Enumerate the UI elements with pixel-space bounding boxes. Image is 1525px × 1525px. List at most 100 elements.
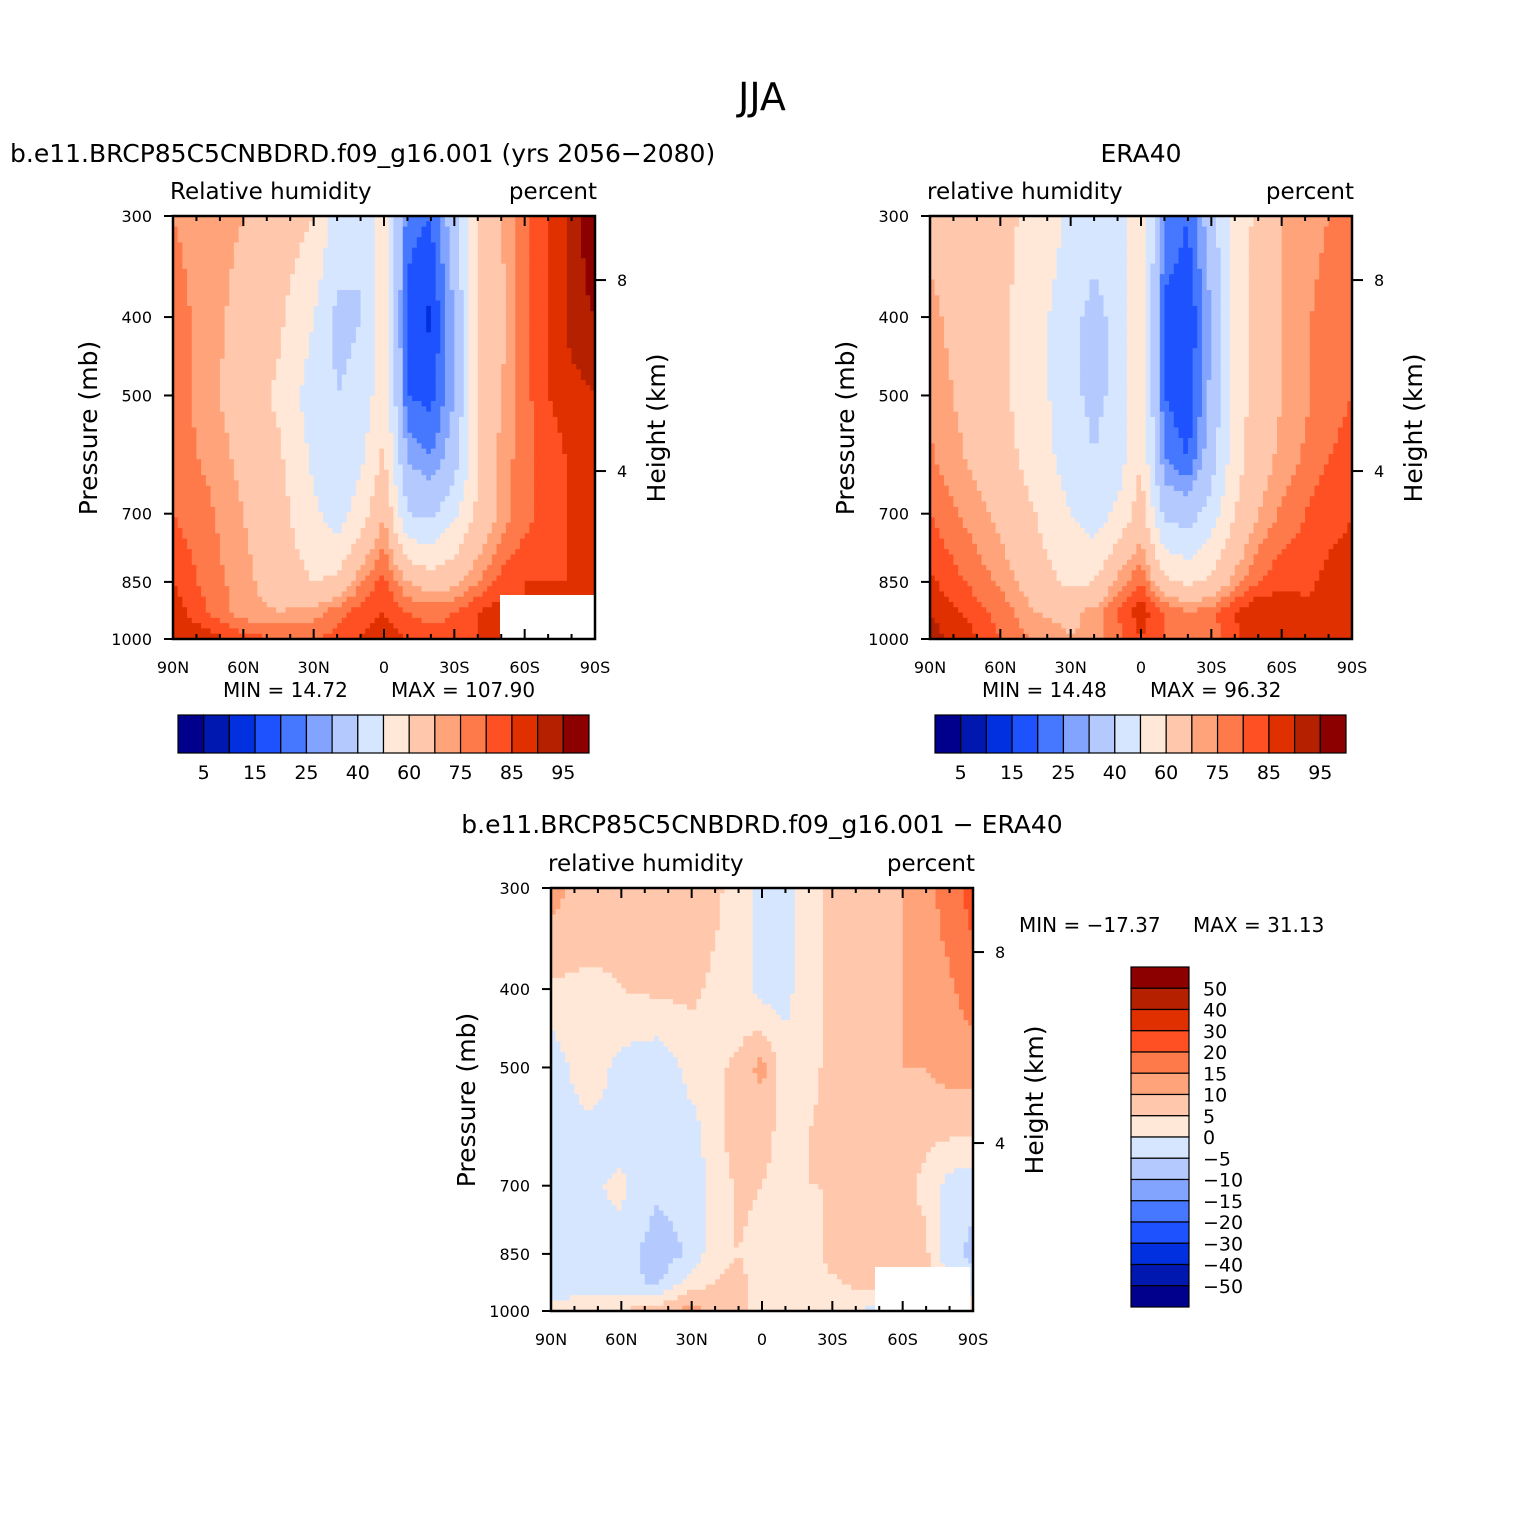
contour-cell [491, 316, 498, 323]
contour-cell [435, 443, 441, 450]
contour-cell [412, 379, 418, 386]
contour-cell [388, 406, 394, 413]
contour-cell [393, 432, 399, 439]
contour-cell [290, 496, 296, 503]
contour-cell [224, 416, 230, 423]
contour-cell [173, 348, 179, 355]
contour-cell [398, 327, 404, 333]
contour-cell [271, 337, 277, 344]
contour-cell [515, 263, 521, 270]
contour-cell [215, 290, 221, 296]
contour-cell [187, 411, 193, 418]
contour-cell [210, 263, 216, 270]
contour-cell [449, 290, 455, 296]
contour-cell [262, 411, 268, 418]
contour-cell [271, 284, 277, 291]
contour-cell [538, 337, 545, 344]
contour-cell [552, 216, 559, 222]
contour-cell [557, 253, 563, 259]
contour-cell [341, 438, 348, 444]
contour-cell [355, 311, 362, 318]
contour-cell [308, 242, 315, 249]
contour-cell [243, 342, 249, 349]
contour-cell [215, 422, 221, 429]
contour-cell [304, 305, 310, 312]
contour-cell [294, 348, 301, 355]
contour-cell [454, 327, 460, 333]
contour-cell [219, 295, 226, 302]
contour-cell [421, 411, 427, 418]
contour-cell [407, 305, 413, 312]
contour-cell [454, 342, 460, 349]
contour-cell [276, 427, 282, 434]
contour-cell [388, 443, 394, 450]
contour-cell [473, 337, 479, 344]
contour-cell [482, 496, 488, 503]
contour-cell [369, 395, 376, 402]
contour-cell [402, 475, 409, 481]
contour-cell [285, 432, 291, 439]
contour-cell [248, 284, 254, 291]
contour-cell [215, 274, 221, 281]
contour-cell [360, 300, 366, 307]
contour-cell [487, 305, 493, 312]
contour-cell [191, 253, 198, 259]
contour-cell [210, 453, 216, 460]
contour-cell [346, 506, 352, 513]
contour-cell [491, 247, 498, 254]
contour-cell [501, 316, 507, 323]
contour-cell [224, 401, 230, 407]
contour-cell [557, 369, 563, 376]
contour-cell [585, 480, 591, 487]
contour-cell [379, 231, 385, 238]
contour-cell [257, 247, 263, 254]
contour-cell [229, 453, 235, 460]
contour-cell [280, 290, 287, 296]
contour-cell [219, 305, 226, 312]
contour-cell [515, 475, 521, 481]
contour-cell [538, 438, 545, 444]
contour-cell [210, 242, 216, 249]
contour-cell [524, 342, 530, 349]
contour-cell [205, 496, 212, 503]
contour-cell [426, 295, 432, 302]
contour-cell [318, 316, 324, 323]
contour-cell [182, 506, 188, 513]
contour-cell [271, 480, 277, 487]
contour-cell [571, 490, 577, 497]
contour-cell [454, 274, 460, 281]
contour-cell [444, 401, 451, 407]
contour-cell [262, 300, 268, 307]
contour-cell [524, 448, 530, 455]
contour-cell [557, 279, 563, 286]
contour-cell [440, 268, 446, 275]
contour-cell [566, 364, 573, 370]
contour-cell [304, 369, 310, 376]
contour-cell [562, 284, 568, 291]
contour-cell [337, 268, 343, 275]
contour-cell [294, 432, 301, 439]
contour-cell [210, 448, 216, 455]
contour-cell [318, 395, 324, 402]
contour-cell [449, 231, 455, 238]
contour-cell [524, 290, 530, 296]
contour-cell [580, 337, 587, 344]
contour-cell [407, 401, 413, 407]
contour-cell [402, 416, 409, 423]
contour-cell [393, 427, 399, 434]
contour-cell [449, 416, 455, 423]
contour-cell [341, 464, 348, 471]
contour-cell [482, 242, 488, 249]
contour-cell [313, 364, 319, 370]
contour-cell [252, 290, 258, 296]
contour-cell [248, 427, 254, 434]
contour-cell [304, 242, 310, 249]
contour-cell [566, 422, 573, 429]
contour-cell [510, 432, 516, 439]
contour-cell [585, 290, 591, 296]
contour-cell [327, 290, 334, 296]
contour-cell [182, 231, 188, 238]
contour-cell [557, 480, 563, 487]
contour-cell [562, 459, 568, 466]
contour-cell [238, 390, 244, 397]
